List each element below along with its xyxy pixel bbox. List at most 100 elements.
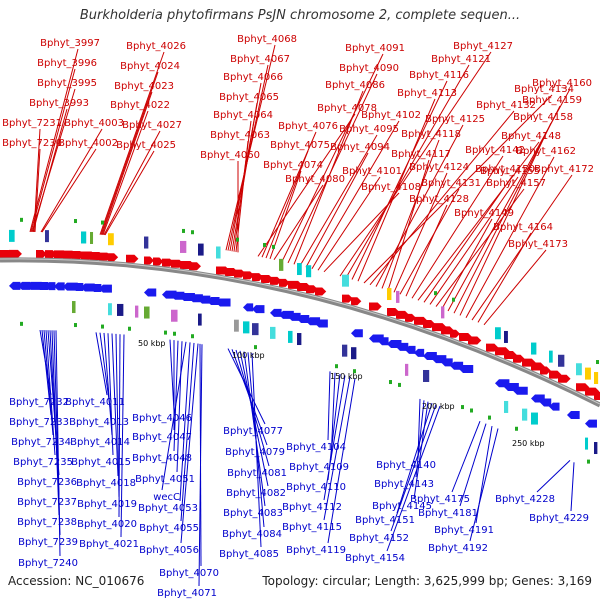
- gene-label-top[interactable]: Bphyt_4086: [325, 80, 385, 91]
- feature-tick-top[interactable]: [441, 306, 445, 319]
- gene-label-top[interactable]: Bphyt_4101: [342, 166, 402, 177]
- feature-tick-top[interactable]: [585, 367, 591, 380]
- gene-label-bottom[interactable]: Bphyt_4154: [345, 553, 405, 564]
- gene-label-top[interactable]: Bphyt_4027: [122, 120, 182, 131]
- forward-gene-arrow[interactable]: [351, 297, 362, 306]
- gene-label-top[interactable]: Bphyt_4075: [270, 140, 330, 151]
- gene-label-top[interactable]: Bphyt_4090: [339, 63, 399, 74]
- reverse-gene-arrow[interactable]: [378, 337, 389, 346]
- gene-label-top[interactable]: Bphyt_3997: [40, 38, 100, 49]
- feature-tick-top[interactable]: [180, 240, 187, 253]
- gene-label-top[interactable]: Bphyt_4026: [126, 41, 186, 52]
- gene-label-top[interactable]: Bphyt_7230: [2, 138, 62, 149]
- feature-tick-top[interactable]: [504, 330, 508, 343]
- feature-tick-bottom[interactable]: [270, 326, 276, 339]
- gene-label-bottom[interactable]: Bphyt_4175: [410, 494, 470, 505]
- gene-label-top[interactable]: Bphyt_4076: [278, 121, 338, 132]
- gene-label-bottom[interactable]: Bphyt_4191: [434, 525, 494, 536]
- forward-gene-arrow[interactable]: [468, 336, 482, 345]
- gene-label-top[interactable]: Bphyt_4094: [330, 142, 390, 153]
- feature-tick-bottom[interactable]: [594, 442, 598, 455]
- feature-tick-top[interactable]: [198, 243, 204, 256]
- reverse-gene-arrow[interactable]: [585, 419, 597, 428]
- forward-gene-arrow[interactable]: [45, 250, 57, 259]
- feature-tick-top[interactable]: [90, 231, 94, 244]
- gene-label-top[interactable]: Bphyt_4102: [361, 110, 421, 121]
- feature-tick-top[interactable]: [144, 236, 149, 249]
- gene-label-bottom[interactable]: Bphyt_4077: [223, 426, 283, 437]
- gene-label-bottom[interactable]: Bphyt_4021: [79, 539, 139, 550]
- forward-gene-arrow[interactable]: [369, 302, 382, 311]
- gene-label-top[interactable]: Bphyt_4078: [317, 103, 377, 114]
- reverse-gene-arrow[interactable]: [198, 295, 211, 304]
- reverse-gene-arrow[interactable]: [81, 283, 95, 292]
- gene-label-bottom[interactable]: Bphyt_7239: [18, 537, 78, 548]
- gene-label-top[interactable]: Bphyt_4124: [409, 162, 469, 173]
- gene-label-top[interactable]: Bphyt_4131: [421, 178, 481, 189]
- reverse-gene-arrow[interactable]: [216, 298, 231, 307]
- gene-label-top[interactable]: Bphyt_7231: [2, 118, 62, 129]
- gene-label-top[interactable]: Bphyt_3993: [29, 98, 89, 109]
- gene-label-bottom[interactable]: Bphyt_4228: [495, 494, 555, 505]
- forward-gene-arrow[interactable]: [342, 294, 353, 303]
- feature-tick-top[interactable]: [549, 350, 553, 363]
- reverse-gene-arrow[interactable]: [549, 402, 560, 411]
- gene-label-top[interactable]: Bphyt_4003: [64, 118, 124, 129]
- reverse-gene-arrow[interactable]: [9, 281, 21, 290]
- gene-label-bottom[interactable]: Bphyt_4047: [132, 432, 192, 443]
- feature-tick-top[interactable]: [297, 263, 302, 276]
- gene-label-bottom[interactable]: Bphyt_4081: [227, 468, 287, 479]
- gene-label-top[interactable]: Bphyt_4022: [110, 100, 170, 111]
- gene-label-top[interactable]: Bphyt_4095: [339, 124, 399, 135]
- gene-label-bottom[interactable]: Bphyt_4109: [289, 462, 349, 473]
- gene-label-top[interactable]: Bphyt_4121: [431, 54, 491, 65]
- feature-tick-top[interactable]: [9, 229, 15, 242]
- reverse-gene-arrow[interactable]: [45, 282, 56, 291]
- gene-label-bottom[interactable]: Bphyt_4082: [226, 488, 286, 499]
- gene-label-bottom[interactable]: Bphyt_4119: [286, 545, 346, 556]
- gene-label-top[interactable]: Bphyt_4173: [508, 239, 568, 250]
- gene-label-bottom[interactable]: Bphyt_7234: [11, 437, 71, 448]
- gene-label-bottom[interactable]: Bphyt_4014: [70, 437, 130, 448]
- reverse-gene-arrow[interactable]: [243, 303, 254, 312]
- gene-label-bottom[interactable]: Bphyt_7237: [17, 497, 77, 508]
- gene-label-top[interactable]: Bphyt_4023: [114, 81, 174, 92]
- feature-tick-bottom[interactable]: [117, 303, 124, 316]
- forward-gene-arrow[interactable]: [243, 271, 255, 280]
- gene-label-top[interactable]: Bphyt_4125: [425, 114, 485, 125]
- feature-tick-bottom[interactable]: [342, 344, 348, 357]
- gene-label-top[interactable]: Bphyt_4068: [237, 34, 297, 45]
- forward-gene-arrow[interactable]: [540, 366, 551, 375]
- gene-label-bottom[interactable]: Bphyt_4181: [418, 508, 478, 519]
- gene-label-bottom[interactable]: Bphyt_4143: [374, 479, 434, 490]
- forward-gene-arrow[interactable]: [9, 249, 22, 258]
- reverse-gene-arrow[interactable]: [540, 398, 552, 407]
- feature-tick-bottom[interactable]: [234, 319, 239, 332]
- gene-label-top[interactable]: Bphyt_4162: [516, 146, 576, 157]
- gene-label-bottom[interactable]: Bphyt_4011: [65, 397, 125, 408]
- gene-label-top[interactable]: Bphyt_4149: [454, 208, 514, 219]
- gene-label-bottom[interactable]: Bphyt_4018: [76, 478, 136, 489]
- feature-tick-top[interactable]: [396, 290, 400, 303]
- forward-gene-arrow[interactable]: [252, 273, 264, 282]
- gene-label-bottom[interactable]: Bphyt_7238: [17, 517, 77, 528]
- feature-tick-top[interactable]: [576, 363, 582, 376]
- gene-label-bottom[interactable]: Bphyt_4192: [428, 543, 488, 554]
- gene-label-bottom[interactable]: Bphyt_4053: [138, 503, 198, 514]
- forward-gene-arrow[interactable]: [279, 278, 290, 287]
- gene-label-bottom[interactable]: Bphyt_4151: [355, 515, 415, 526]
- feature-tick-top[interactable]: [342, 274, 349, 287]
- gene-label-top[interactable]: Bphyt_4063: [210, 130, 270, 141]
- gene-label-top[interactable]: Bphyt_4080: [285, 174, 345, 185]
- gene-label-bottom[interactable]: Bphyt_4070: [159, 568, 219, 579]
- gene-label-bottom[interactable]: Bphyt_4115: [282, 522, 342, 533]
- forward-gene-arrow[interactable]: [315, 287, 327, 296]
- forward-gene-arrow[interactable]: [108, 253, 119, 262]
- reverse-gene-arrow[interactable]: [567, 410, 580, 419]
- forward-gene-arrow[interactable]: [270, 276, 282, 285]
- feature-tick-bottom[interactable]: [423, 369, 430, 382]
- gene-label-top[interactable]: Bphyt_4172: [534, 164, 594, 175]
- feature-tick-top[interactable]: [279, 258, 284, 271]
- gene-label-top[interactable]: Bphyt_4066: [223, 72, 283, 83]
- gene-label-bottom[interactable]: Bphyt_4145: [372, 501, 432, 512]
